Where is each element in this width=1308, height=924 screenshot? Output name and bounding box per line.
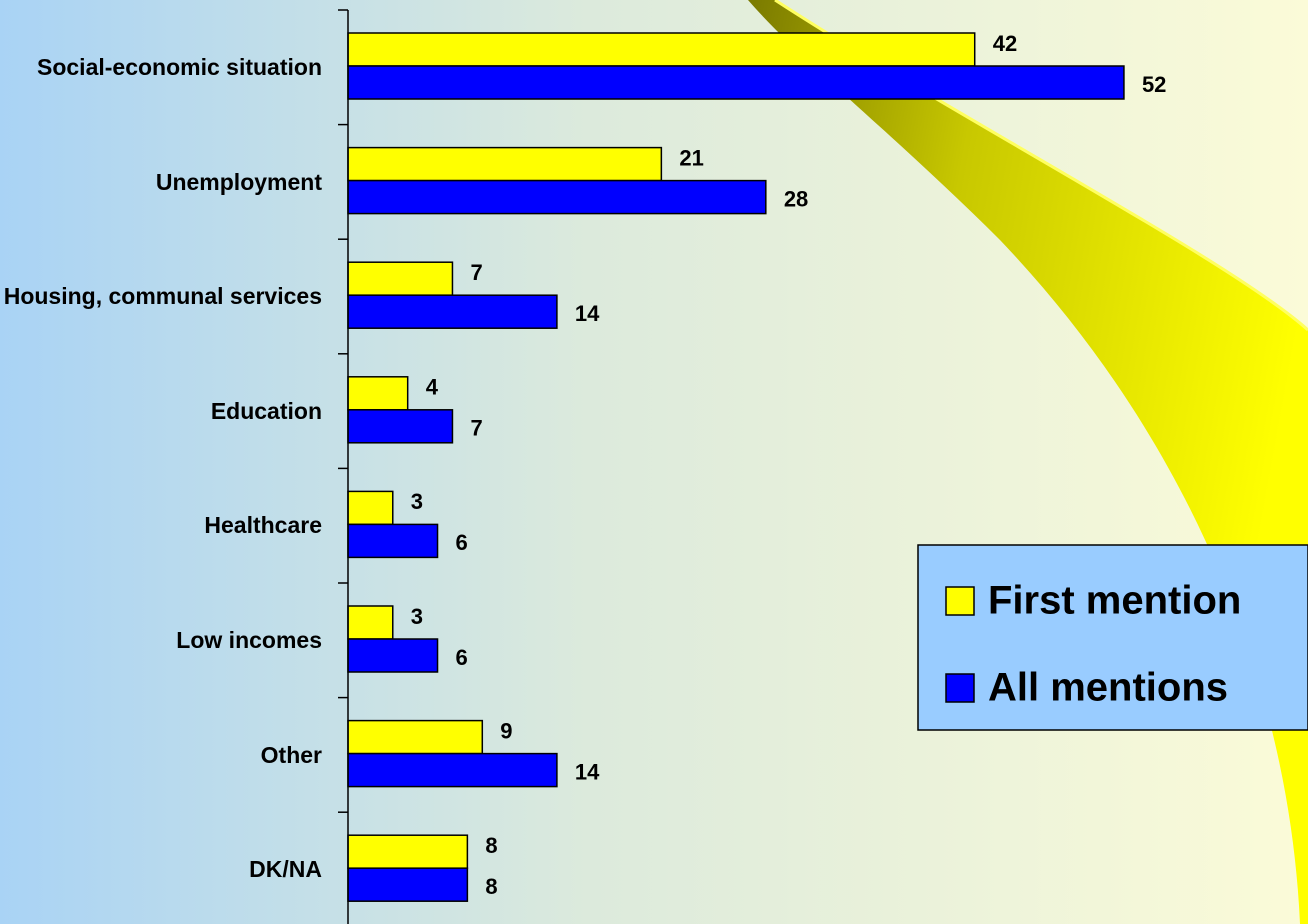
value-label: 3 (411, 489, 423, 514)
bar (347, 409, 454, 444)
bar (347, 294, 558, 329)
y-tick-label: Unemployment (155, 168, 322, 195)
y-tick-label: Education (210, 397, 322, 424)
y-tick-label: Housing, communal services (3, 283, 322, 310)
bar (347, 179, 767, 215)
value-label: 9 (500, 718, 512, 743)
bar (347, 32, 976, 67)
value-label: 52 (1142, 72, 1166, 97)
bar (347, 719, 484, 755)
value-label: 28 (784, 186, 808, 211)
value-label: 21 (679, 145, 703, 170)
value-label: 8 (485, 874, 497, 899)
y-tick-label: Healthcare (204, 512, 322, 539)
bar (347, 638, 439, 673)
y-tick-label: Low incomes (176, 627, 322, 653)
bar (347, 523, 439, 559)
bar (347, 261, 454, 296)
value-label: 8 (485, 833, 497, 858)
legend-label: First mention (988, 579, 1241, 623)
bar (347, 146, 663, 182)
bar (347, 752, 558, 788)
bar (347, 867, 469, 902)
value-label: 3 (411, 604, 423, 629)
value-label: 7 (470, 416, 482, 441)
bar (347, 834, 469, 869)
legend-swatch (945, 673, 975, 703)
value-label: 4 (426, 375, 439, 400)
bar (347, 490, 394, 526)
legend-label: All mentions (988, 666, 1228, 710)
y-tick-label: Social-economic situation (37, 54, 322, 80)
value-label: 14 (575, 301, 600, 326)
y-tick-label: DK/NA (249, 856, 322, 883)
value-label: 6 (456, 645, 468, 670)
value-label: 7 (470, 260, 482, 285)
bar (347, 376, 409, 411)
legend-box (917, 544, 1308, 731)
value-label: 14 (575, 759, 600, 784)
value-label: 42 (993, 31, 1017, 56)
legend-swatch (945, 586, 975, 616)
swoosh (748, 0, 1308, 924)
plot: 42 52 21 28 7 14 4 7 3 6 3 6 9 14 8 8 (347, 31, 1166, 902)
y-tick-label: Other (260, 741, 322, 768)
bar (347, 65, 1125, 100)
bar (347, 605, 394, 640)
value-label: 6 (456, 530, 468, 555)
